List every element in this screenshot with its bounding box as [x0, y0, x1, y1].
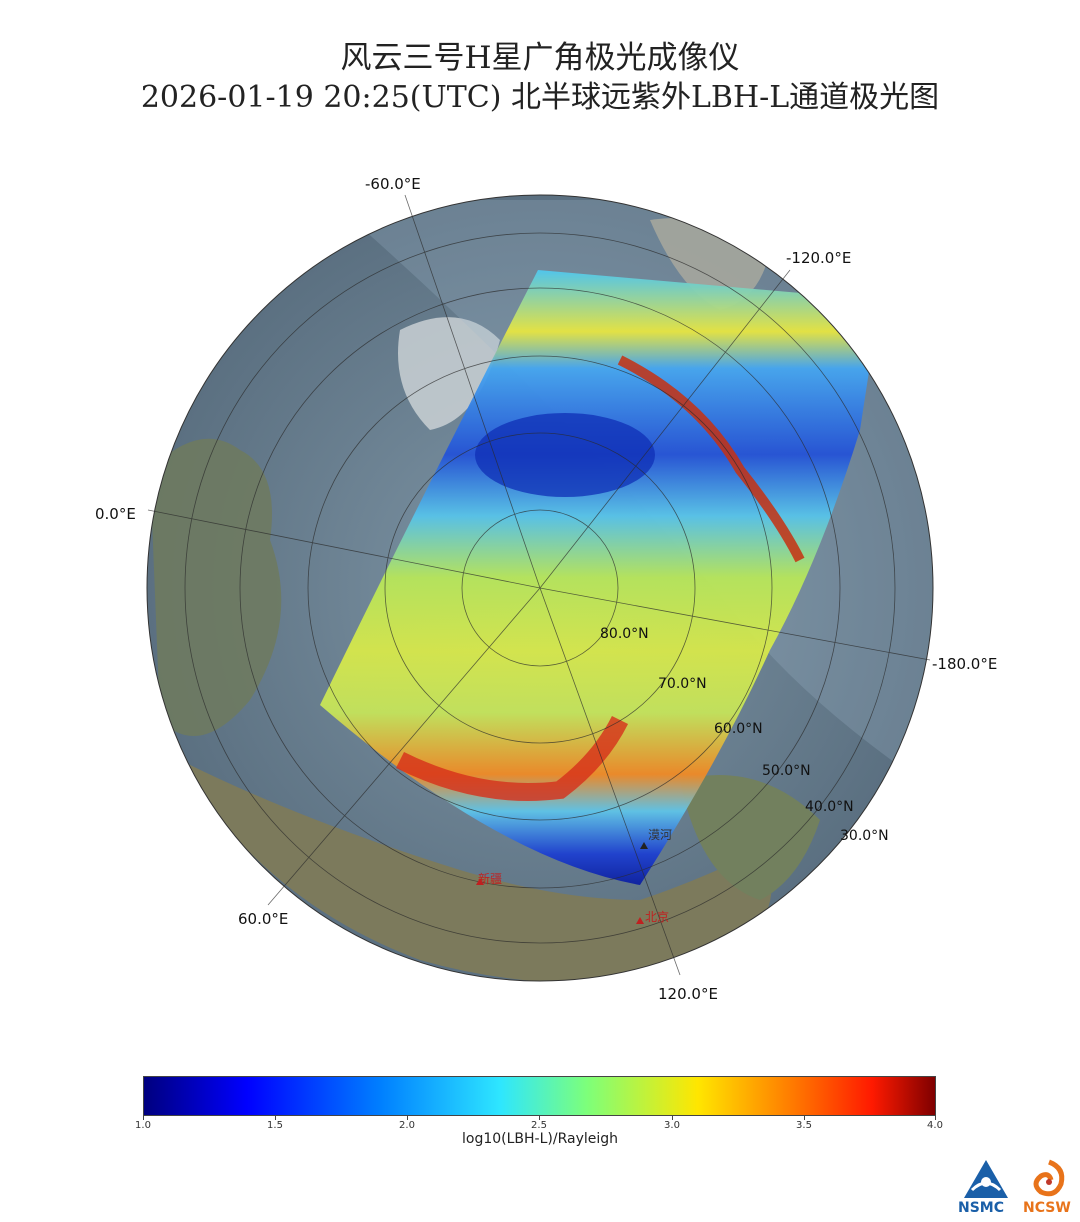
colorbar-tick-label: 1.0	[135, 1120, 151, 1131]
colorbar-tick-label: 3.5	[796, 1120, 812, 1131]
lat-label: 80.0°N	[600, 626, 649, 642]
city-marker-beijing	[636, 917, 644, 924]
lon-label: -180.0°E	[932, 655, 998, 673]
lat-label: 70.0°N	[658, 676, 707, 692]
nsmc-logo-text: NSMC	[958, 1200, 1005, 1216]
lon-label: 60.0°E	[238, 910, 289, 928]
colorbar-tickmark	[804, 1116, 805, 1120]
lon-label: 120.0°E	[658, 985, 718, 1003]
lat-label: 40.0°N	[805, 799, 854, 815]
title-line-1: 风云三号H星广角极光成像仪	[340, 40, 740, 76]
globe-surface	[147, 195, 933, 981]
colorbar-tick-label: 4.0	[927, 1120, 943, 1131]
colorbar	[143, 1076, 936, 1116]
colorbar-tickmark	[539, 1116, 540, 1120]
colorbar-tickmark	[407, 1116, 408, 1120]
title-line-2: 2026-01-19 20:25(UTC) 北半球远紫外LBH-L通道极光图	[140, 80, 940, 115]
ncsw-logo-icon	[1033, 1159, 1065, 1197]
colorbar-tickmark	[935, 1116, 936, 1120]
city-label-mohe: 漠河	[648, 828, 673, 842]
colorbar-tickmark	[275, 1116, 276, 1120]
nsmc-logo-icon	[964, 1160, 1008, 1198]
aurora-swath	[320, 270, 880, 885]
lat-label: 60.0°N	[714, 721, 763, 737]
colorbar-label: log10(LBH-L)/Rayleigh	[461, 1131, 619, 1147]
colorbar-tick-label: 2.0	[399, 1120, 415, 1131]
lat-label: 30.0°N	[840, 828, 889, 844]
lat-label: 50.0°N	[762, 763, 811, 779]
city-marker-xinjiang	[476, 878, 484, 885]
lon-label: -120.0°E	[786, 249, 852, 267]
ncsw-logo-text: NCSW	[1023, 1200, 1071, 1216]
colorbar-tick-label: 1.5	[267, 1120, 283, 1131]
colorbar-tick-label: 3.0	[664, 1120, 680, 1131]
city-marker-mohe	[640, 842, 648, 849]
lon-label: 0.0°E	[95, 505, 136, 523]
graticule	[147, 194, 931, 976]
colorbar-tick-label: 2.5	[531, 1120, 547, 1131]
city-markers	[476, 842, 648, 924]
colorbar-tickmark	[672, 1116, 673, 1120]
globe-outline	[146, 194, 934, 982]
colorbar-tickmark	[143, 1116, 144, 1120]
city-label-beijing: 北京	[645, 910, 670, 924]
lon-label: -60.0°E	[365, 175, 421, 193]
city-label-xinjiang: 新疆	[478, 872, 503, 886]
